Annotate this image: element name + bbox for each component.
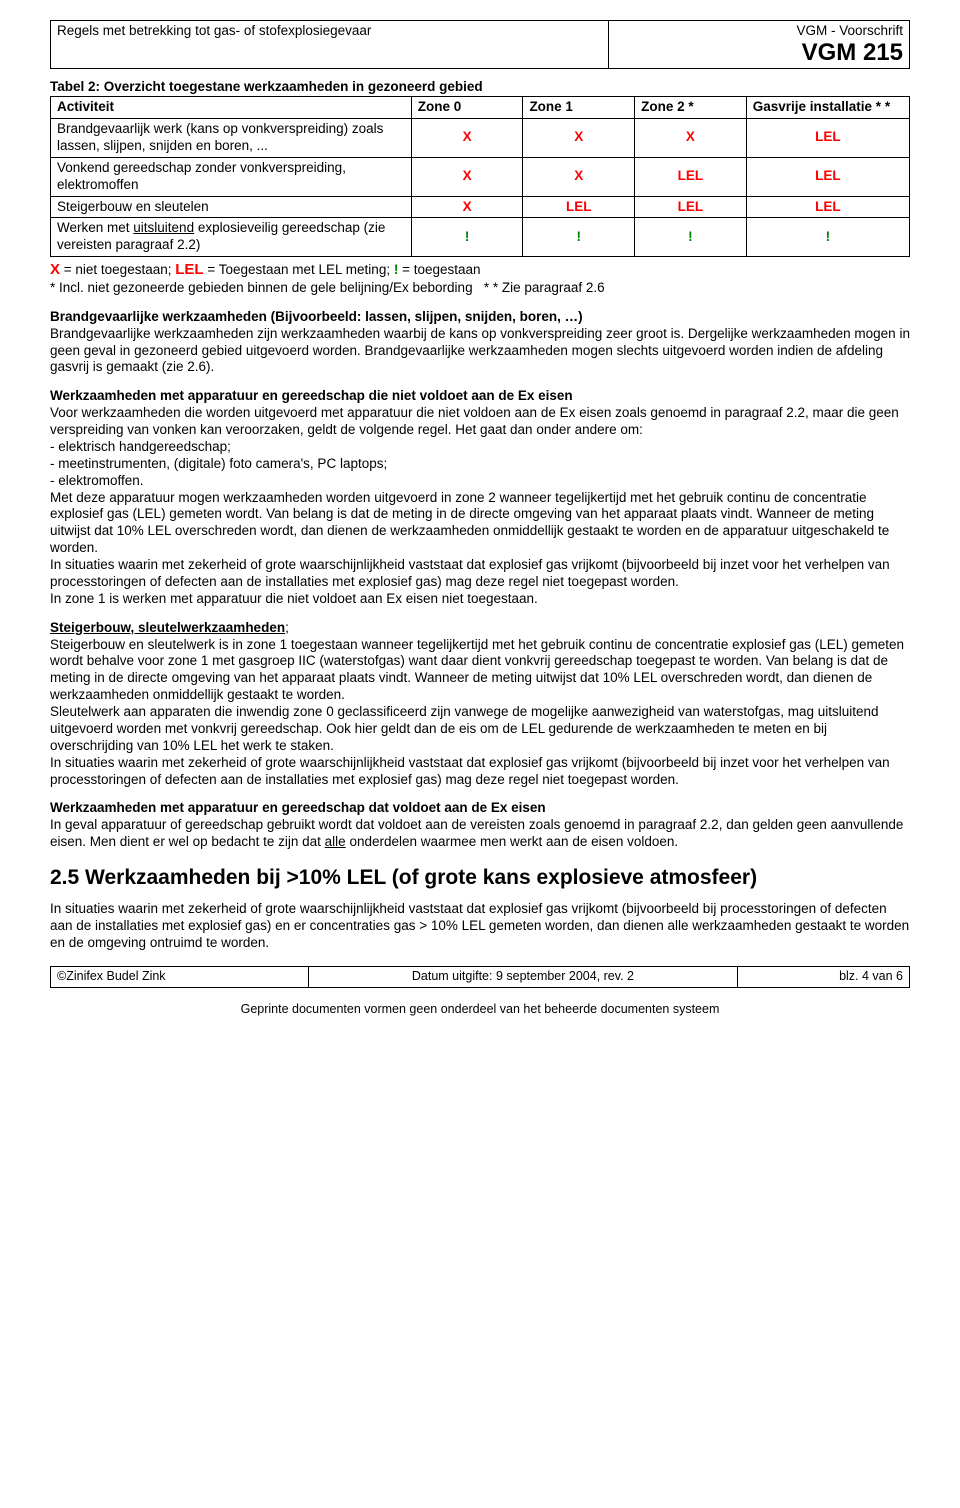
p1-text: Brandgevaarlijke werkzaamheden zijn werk… (50, 326, 910, 375)
p3: Steigerbouw, sleutelwerkzaamheden; Steig… (50, 620, 910, 789)
footer-right: blz. 4 van 6 (738, 966, 910, 987)
th-zone0: Zone 0 (411, 97, 523, 119)
list-item: - meetinstrumenten, (digitale) foto came… (50, 456, 910, 473)
header-code: VGM 215 (615, 40, 903, 66)
table2-title: Tabel 2: Overzicht toegestane werkzaamhe… (50, 79, 910, 96)
table-row: Brandgevaarlijk werk (kans op vonkverspr… (51, 119, 910, 158)
p4: Werkzaamheden met apparatuur en gereedsc… (50, 800, 910, 851)
zone-table: Activiteit Zone 0 Zone 1 Zone 2 * Gasvri… (50, 96, 910, 257)
cell-zone: X (411, 196, 523, 218)
cell-zone: LEL (523, 196, 635, 218)
cell-activiteit: Steigerbouw en sleutelen (51, 196, 412, 218)
cell-zone: ! (523, 218, 635, 257)
cell-zone: LEL (746, 119, 909, 158)
header-left: Regels met betrekking tot gas- of stofex… (51, 21, 609, 69)
p2d-text: In zone 1 is werken met apparatuur die n… (50, 591, 538, 606)
header-right: VGM - Voorschrift VGM 215 (609, 21, 910, 69)
cell-zone: LEL (746, 157, 909, 196)
th-gasvrij: Gasvrije installatie * * (746, 97, 909, 119)
list-item: - elektrisch handgereedschap; (50, 439, 910, 456)
cell-zone: ! (746, 218, 909, 257)
table-row: Vonkend gereedschap zonder vonkverspreid… (51, 157, 910, 196)
th-activiteit: Activiteit (51, 97, 412, 119)
p2-title: Werkzaamheden met apparatuur en gereedsc… (50, 388, 573, 403)
list-item: - elektromoffen. (50, 473, 910, 490)
cell-activiteit: Werken met uitsluitend explosieveilig ge… (51, 218, 412, 257)
cell-zone: LEL (635, 157, 747, 196)
section-2-5-heading: 2.5 Werkzaamheden bij >10% LEL (of grote… (50, 865, 910, 891)
p2a-text: Voor werkzaamheden die worden uitgevoerd… (50, 405, 899, 437)
p3a-text: Steigerbouw en sleutelwerk is in zone 1 … (50, 637, 904, 703)
p5: In situaties waarin met zekerheid of gro… (50, 901, 910, 952)
th-zone2: Zone 2 * (635, 97, 747, 119)
p3b-text: Sleutelwerk aan apparaten die inwendig z… (50, 704, 879, 753)
cell-zone: X (411, 157, 523, 196)
p1: Brandgevaarlijke werkzaamheden (Bijvoorb… (50, 309, 910, 377)
footer-box: ©Zinifex Budel Zink Datum uitgifte: 9 se… (50, 966, 910, 988)
p2c-text: In situaties waarin met zekerheid of gro… (50, 557, 890, 589)
cell-zone: X (635, 119, 747, 158)
p1-title: Brandgevaarlijke werkzaamheden (Bijvoorb… (50, 309, 583, 324)
cell-zone: X (411, 119, 523, 158)
cell-zone: ! (635, 218, 747, 257)
p2-list: - elektrisch handgereedschap;- meetinstr… (50, 439, 910, 490)
footer-left: ©Zinifex Budel Zink (51, 966, 309, 987)
header-box: Regels met betrekking tot gas- of stofex… (50, 20, 910, 69)
table2-legend: X = niet toegestaan; LEL = Toegestaan me… (50, 261, 910, 297)
page: Regels met betrekking tot gas- of stofex… (0, 0, 960, 1047)
cell-activiteit: Vonkend gereedschap zonder vonkverspreid… (51, 157, 412, 196)
footer-note: Geprinte documenten vormen geen onderdee… (50, 1002, 910, 1018)
p4-title: Werkzaamheden met apparatuur en gereedsc… (50, 800, 546, 815)
p2: Werkzaamheden met apparatuur en gereedsc… (50, 388, 910, 607)
th-zone1: Zone 1 (523, 97, 635, 119)
p4-text: In geval apparatuur of gereedschap gebru… (50, 817, 903, 849)
header-right-small: VGM - Voorschrift (615, 23, 903, 40)
cell-zone: X (523, 157, 635, 196)
cell-zone: ! (411, 218, 523, 257)
footer-center: Datum uitgifte: 9 september 2004, rev. 2 (308, 966, 738, 987)
cell-zone: LEL (635, 196, 747, 218)
p2b-text: Met deze apparatuur mogen werkzaamheden … (50, 490, 889, 556)
cell-zone: X (523, 119, 635, 158)
table-row: Steigerbouw en sleutelenXLELLELLEL (51, 196, 910, 218)
table-row: Werken met uitsluitend explosieveilig ge… (51, 218, 910, 257)
cell-zone: LEL (746, 196, 909, 218)
p3-title: Steigerbouw, sleutelwerkzaamheden (50, 620, 285, 635)
p3c-text: In situaties waarin met zekerheid of gro… (50, 755, 890, 787)
cell-activiteit: Brandgevaarlijk werk (kans op vonkverspr… (51, 119, 412, 158)
